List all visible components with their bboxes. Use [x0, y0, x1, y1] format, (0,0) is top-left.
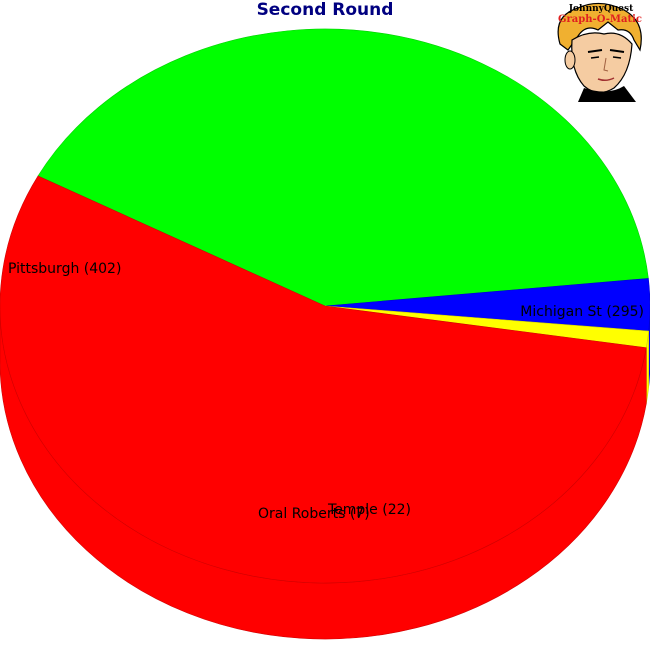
logo-line2: Graph-O-Matic	[558, 14, 642, 25]
logo-ear	[564, 50, 576, 70]
slice-label-oral-roberts: Oral Roberts (7)	[258, 506, 370, 522]
slice-label-michigan-st: Michigan St (295)	[520, 304, 644, 320]
pie-slice-pittsburgh	[0, 175, 647, 584]
logo-face	[571, 32, 633, 94]
logo-line1: JohnnyQuest	[568, 4, 634, 14]
logo-mouth	[597, 77, 615, 82]
chart-title: Second Round	[256, 0, 394, 20]
logo-eyes	[590, 56, 622, 59]
logo-hair	[557, 2, 642, 52]
logo-collar	[578, 86, 636, 102]
pie-slice-michigan-st	[37, 28, 649, 307]
logo-nose	[603, 57, 609, 72]
johnnyquest-logo: JohnnyQuest Graph-O-Matic	[557, 2, 642, 102]
slice-label-pittsburgh: Pittsburgh (402)	[8, 261, 121, 277]
slice-label-temple: Temple (22)	[327, 502, 411, 518]
logo-brows	[587, 49, 625, 53]
